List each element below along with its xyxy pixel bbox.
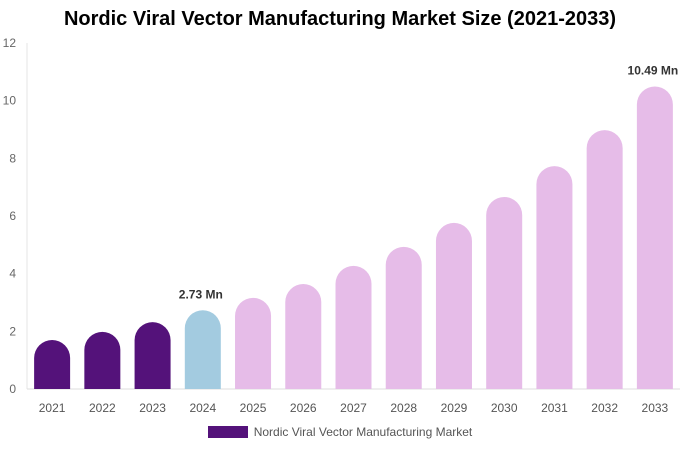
legend-swatch xyxy=(207,426,248,438)
bar-2027 xyxy=(335,265,372,389)
data-label-2033: 10.49 Mn xyxy=(628,64,679,78)
data-label-2024: 2.73 Mn xyxy=(179,287,223,301)
x-tick-label: 2028 xyxy=(390,401,417,415)
y-tick-label: 2 xyxy=(9,324,16,338)
bar-2028 xyxy=(385,246,422,389)
bar-2021 xyxy=(34,339,71,389)
x-tick-label: 2027 xyxy=(340,401,367,415)
bar-2026 xyxy=(285,284,322,389)
y-tick-label: 10 xyxy=(3,94,17,108)
x-tick-label: 2022 xyxy=(89,401,116,415)
y-tick-label: 6 xyxy=(9,209,16,223)
x-tick-label: 2032 xyxy=(591,401,618,415)
x-tick-label: 2023 xyxy=(139,401,166,415)
x-tick-label: 2033 xyxy=(642,401,669,415)
bar-2032 xyxy=(586,130,623,389)
x-tick-label: 2029 xyxy=(441,401,468,415)
y-tick-label: 8 xyxy=(9,151,16,165)
bar-2024 xyxy=(184,310,221,389)
bar-2025 xyxy=(235,297,272,389)
bar-2022 xyxy=(84,331,121,389)
x-tick-label: 2025 xyxy=(240,401,267,415)
x-tick-label: 2026 xyxy=(290,401,317,415)
y-tick-label: 0 xyxy=(9,382,16,396)
x-tick-label: 2030 xyxy=(491,401,518,415)
bar-2033 xyxy=(636,86,673,389)
y-tick-label: 12 xyxy=(3,36,17,50)
legend: Nordic Viral Vector Manufacturing Market xyxy=(0,425,680,439)
x-tick-label: 2031 xyxy=(541,401,568,415)
bar-2023 xyxy=(134,322,171,389)
chart-title: Nordic Viral Vector Manufacturing Market… xyxy=(63,8,617,30)
bar-2030 xyxy=(486,196,523,389)
bar-2029 xyxy=(435,222,472,389)
x-tick-label: 2021 xyxy=(39,401,66,415)
x-tick-label: 2024 xyxy=(189,401,216,415)
bar-2031 xyxy=(536,166,573,389)
legend-label: Nordic Viral Vector Manufacturing Market xyxy=(253,425,473,439)
y-tick-label: 4 xyxy=(9,267,16,281)
